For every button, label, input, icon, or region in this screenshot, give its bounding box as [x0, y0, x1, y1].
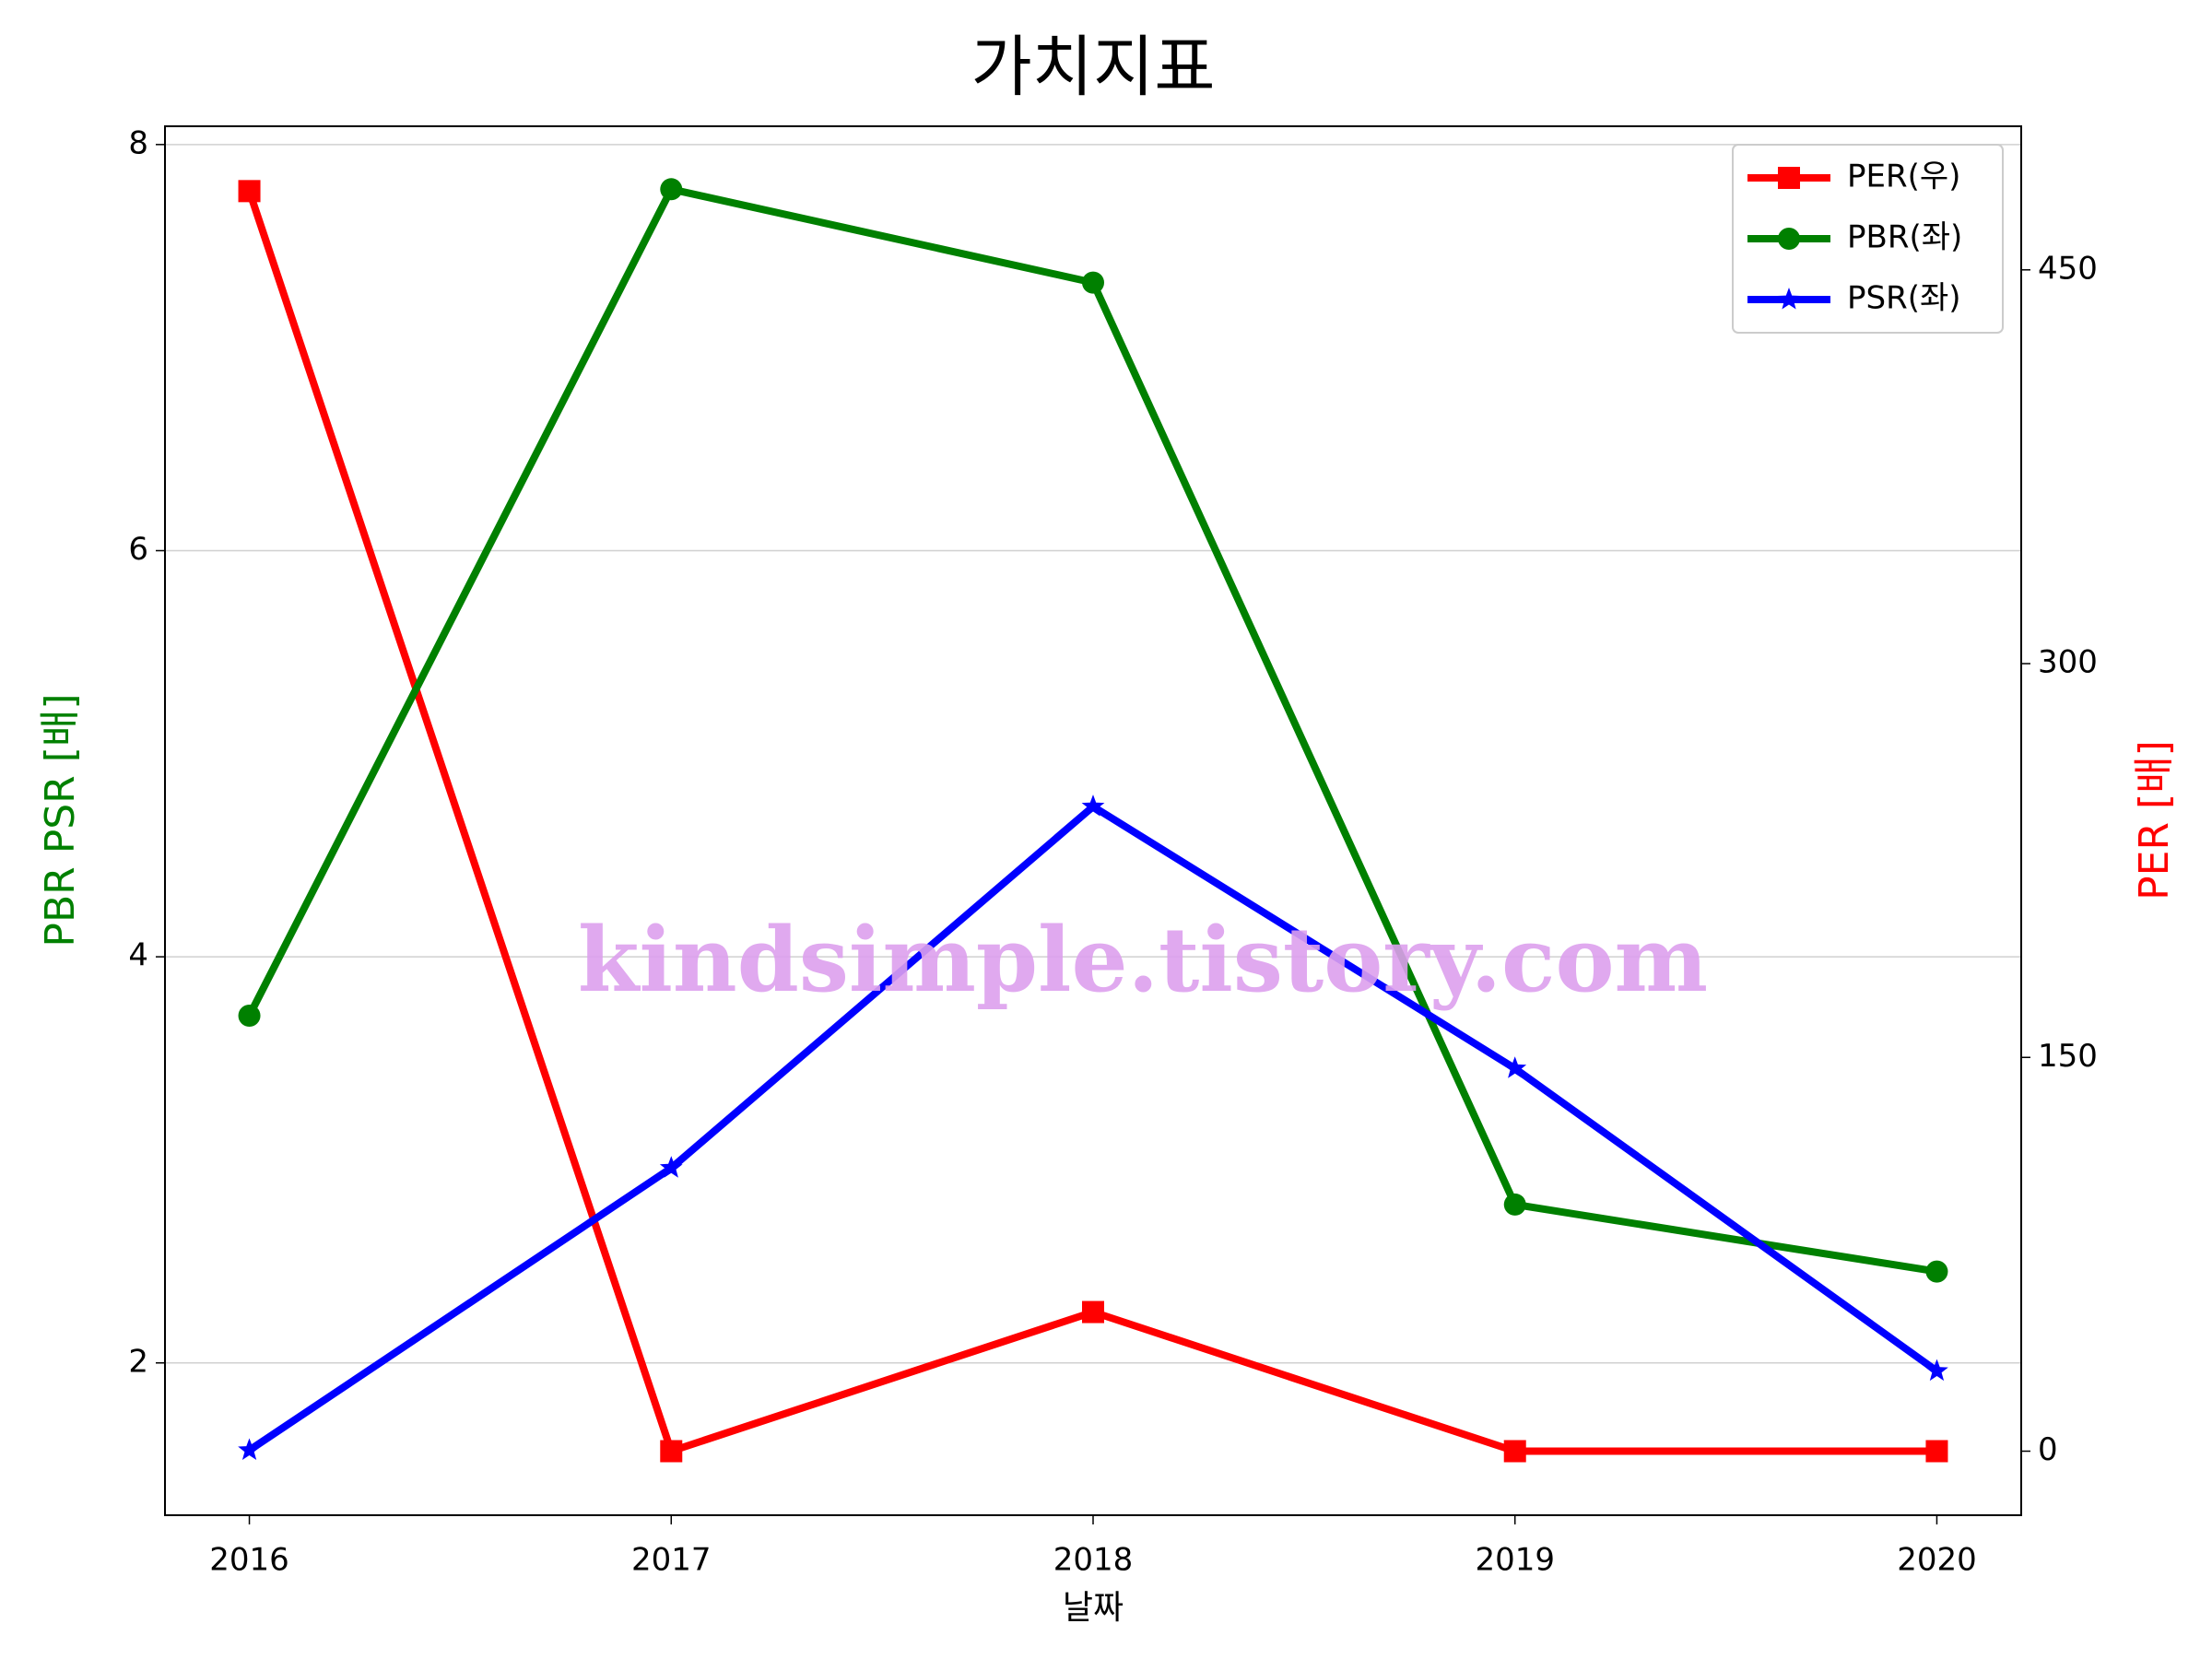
marker — [659, 1156, 683, 1178]
y-tick-label: 8 — [128, 124, 148, 161]
legend-label: PSR(좌) — [1847, 280, 1961, 317]
marker — [238, 180, 261, 203]
marker — [238, 1438, 261, 1460]
marker — [1082, 1300, 1104, 1324]
marker — [1925, 1359, 1948, 1382]
legend-marker — [1778, 167, 1800, 189]
legend-box — [1732, 144, 2004, 334]
x-tick-label: 2019 — [1475, 1542, 1555, 1579]
legend-label: PER(우) — [1847, 159, 1960, 195]
x-tick-label: 2017 — [631, 1542, 712, 1579]
legend-marker — [1777, 288, 1801, 310]
marker — [1503, 1056, 1527, 1078]
y-axis-label: PBR PSR [배] — [37, 693, 84, 947]
marker — [238, 1005, 261, 1028]
y2-tick-label: 150 — [2038, 1038, 2098, 1075]
y2-tick-label: 0 — [2038, 1431, 2058, 1468]
chart-title: 가치지표 — [971, 29, 1216, 106]
legend-label: PBR(좌) — [1847, 219, 1962, 256]
plot-frame — [164, 125, 2022, 1516]
x-tick-label: 2020 — [1897, 1542, 1977, 1579]
y2-axis-label: PER [배] — [2131, 740, 2178, 900]
legend-marker — [1778, 228, 1800, 250]
watermark: kindsimple.tistory.com — [578, 908, 1708, 1012]
marker — [1925, 1260, 1948, 1283]
marker — [1081, 794, 1105, 817]
y-tick-label: 6 — [128, 531, 148, 568]
marker — [1503, 1193, 1526, 1216]
marker — [660, 1440, 683, 1463]
marker — [1503, 1440, 1526, 1463]
marker — [1925, 1440, 1948, 1463]
y-tick-label: 4 — [128, 937, 148, 974]
x-tick-label: 2016 — [209, 1542, 289, 1579]
y-tick-label: 2 — [128, 1343, 148, 1380]
x-tick-label: 2018 — [1053, 1542, 1134, 1579]
x-axis-label: 날짜 — [1063, 1589, 1124, 1627]
marker — [1082, 271, 1104, 294]
marker — [660, 178, 683, 201]
y2-tick-label: 450 — [2038, 250, 2098, 287]
y2-tick-label: 300 — [2038, 644, 2098, 681]
